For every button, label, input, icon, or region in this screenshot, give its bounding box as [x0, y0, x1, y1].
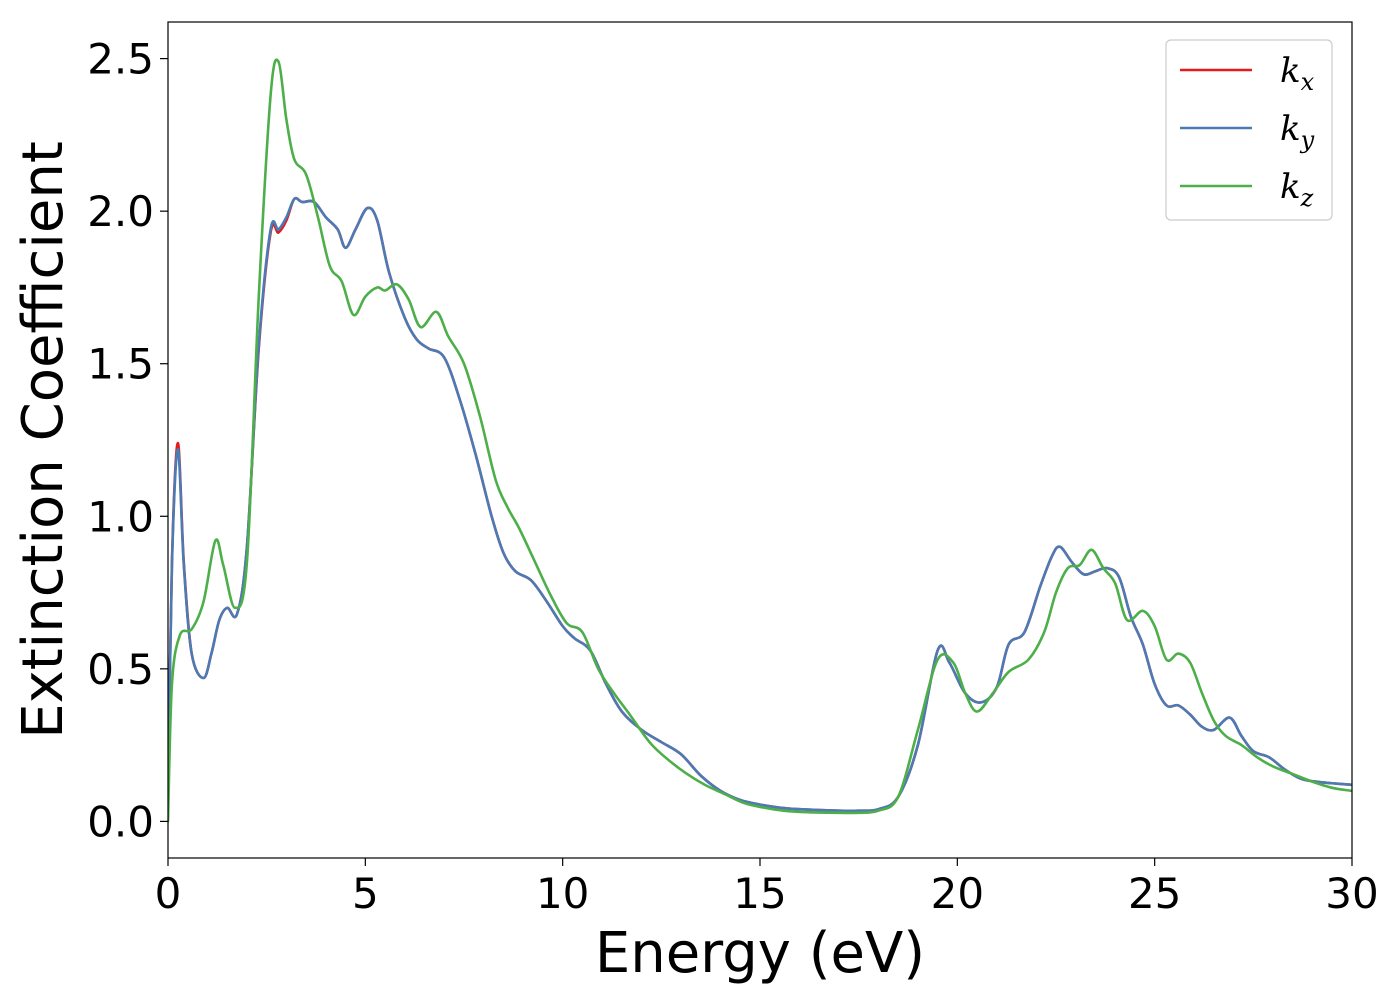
x-axis-label: Energy (eV) [595, 921, 925, 986]
x-tick-label: 20 [931, 869, 984, 918]
legend: kx ky kz [1165, 39, 1333, 221]
legend-label: ky [1280, 109, 1315, 154]
y-tick-label: 0.0 [87, 797, 154, 846]
x-tick-label: 25 [1128, 869, 1181, 918]
y-tick-label: 1.5 [87, 340, 154, 389]
x-tick-label: 0 [155, 869, 182, 918]
y-tick-label: 1.0 [87, 492, 154, 541]
y-tick-label: 2.0 [87, 187, 154, 236]
x-tick-label: 10 [536, 869, 589, 918]
axes: 0 5 10 15 20 25 30 0.0 0.5 1.0 1.5 2.0 2.5 Energy (eV… [11, 21, 1379, 986]
x-tick-label: 30 [1325, 869, 1378, 918]
legend-label: kx [1280, 51, 1315, 96]
x-tick-label: 15 [733, 869, 786, 918]
plot-area [168, 58, 1352, 823]
y-tick-label: 2.5 [87, 35, 154, 84]
series-line-y [168, 196, 1352, 813]
legend-entry-y: ky [1180, 109, 1315, 154]
legend-label: kz [1280, 167, 1314, 212]
y-axis-label: Extinction Coefficient [11, 141, 76, 739]
legend-entry-z: kz [1180, 167, 1314, 212]
legend-entry-x: kx [1180, 51, 1315, 96]
legend-box [1165, 39, 1333, 221]
series-line-z [168, 58, 1352, 823]
y-tick-label: 0.5 [87, 645, 154, 694]
series-lines [168, 58, 1352, 823]
x-tick-label: 5 [352, 869, 379, 918]
